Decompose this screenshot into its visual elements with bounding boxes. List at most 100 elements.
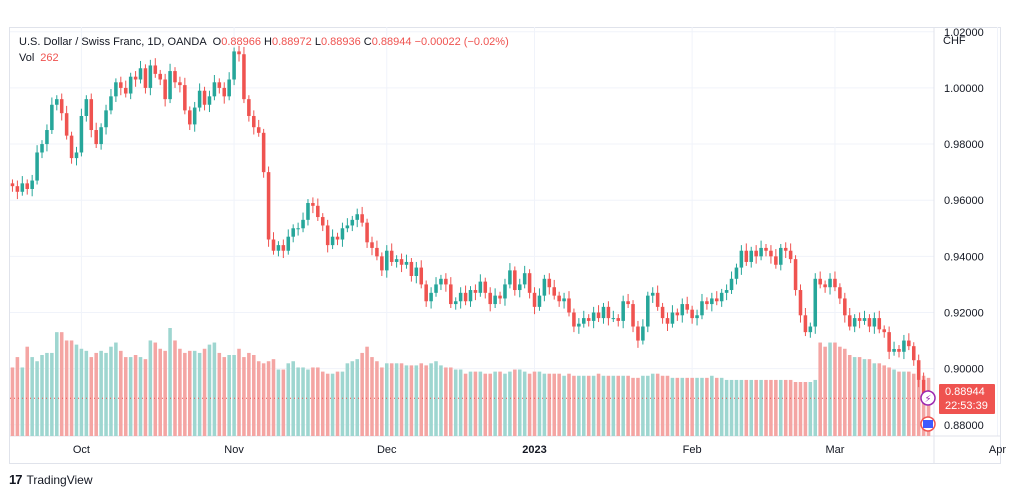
volume-bar (532, 371, 537, 436)
volume-bar (641, 375, 645, 436)
candle-body (414, 267, 419, 276)
volume-bar (626, 375, 630, 436)
volume-bar (852, 357, 857, 436)
volume-bar (547, 373, 552, 436)
candle-body (384, 250, 389, 271)
candle-body (685, 304, 689, 310)
volume-bar (557, 373, 561, 436)
volume-bar (793, 382, 798, 436)
symbol-name[interactable]: U.S. Dollar / Swiss Franc, 1D, OANDA (19, 36, 207, 48)
candle-body (158, 73, 162, 80)
volume-bar (404, 365, 409, 436)
volume-bar (252, 355, 256, 436)
volume-bar (783, 379, 788, 436)
volume-bar (291, 361, 295, 436)
volume-bar (414, 365, 419, 436)
volume-bar (601, 375, 606, 436)
event-lightning-icon (920, 390, 936, 406)
candle-body (547, 278, 552, 288)
candle-body (237, 51, 241, 55)
volume-bar (798, 382, 803, 436)
candle-body (862, 318, 867, 321)
volume-bar (286, 363, 291, 436)
candle-body (370, 242, 374, 248)
candle-body (739, 250, 744, 268)
candle-body (783, 247, 788, 251)
candle-body (843, 298, 847, 316)
candle-body (429, 292, 433, 302)
volume-bar (45, 352, 49, 436)
candle-body (582, 318, 586, 324)
volume-bar (483, 373, 488, 436)
volume-bar (55, 332, 59, 436)
volume-bar (148, 340, 153, 436)
candle-body (527, 273, 532, 293)
candle-body (104, 110, 108, 128)
candle-body (94, 130, 98, 145)
volume-bar (916, 373, 921, 436)
volume-bar (316, 367, 320, 436)
volume-bar (458, 369, 463, 436)
volume-bar (173, 340, 177, 436)
candle-body (700, 301, 704, 316)
candle-body (636, 326, 640, 341)
candle-body (665, 318, 670, 324)
y-tick-label: 0.88000 (944, 420, 984, 432)
candle-body (586, 318, 591, 321)
candle-body (69, 135, 74, 159)
candle-body (311, 203, 315, 206)
volume-bar (429, 363, 433, 436)
volume-bar (360, 352, 364, 436)
last-price-tag: 0.88944 22:53:39 (939, 384, 995, 414)
candle-body (340, 228, 345, 240)
candle-body (675, 312, 680, 316)
candle-body (532, 292, 537, 307)
candle-body (641, 326, 645, 341)
volume-bar (714, 377, 719, 436)
candle-body (458, 292, 463, 302)
tradingview-logo[interactable]: 17 TradingView (9, 472, 93, 487)
candle-body (621, 301, 625, 321)
volume-bar (138, 357, 143, 436)
x-tick-label: 2023 (522, 444, 546, 456)
volume-bar (301, 367, 305, 436)
volume-bar (453, 369, 458, 436)
candle-body (892, 348, 896, 352)
candle-body (882, 329, 886, 333)
x-tick-label: Dec (377, 444, 397, 456)
candle-body (513, 270, 517, 291)
volume-bar (389, 363, 394, 436)
candle-body (109, 96, 113, 111)
candle-body (266, 172, 271, 240)
volume-bar (311, 367, 315, 436)
volume-bar (384, 363, 389, 436)
candle-body (163, 79, 167, 100)
candle-body (276, 245, 281, 251)
volume-bar (350, 361, 355, 436)
candle-body (178, 82, 182, 86)
candle-body (517, 284, 522, 291)
volume-bar (719, 377, 724, 436)
candle-body (360, 214, 364, 223)
y-tick-label: 0.92000 (944, 307, 984, 319)
volume-bar (178, 348, 182, 436)
candle-body (252, 115, 256, 128)
candle-body (493, 295, 497, 305)
volume-bar (276, 369, 281, 436)
volume-label[interactable]: Vol (19, 52, 35, 64)
candle-body (567, 298, 571, 313)
candle-body (616, 318, 621, 321)
volume-bar (877, 363, 882, 436)
volume-bar (261, 363, 266, 436)
volume-bar (207, 344, 212, 436)
candle-body (690, 309, 694, 319)
candle-body (473, 290, 478, 293)
volume-bar (478, 371, 483, 436)
volume-bar (788, 379, 793, 436)
volume-bar (232, 355, 236, 436)
candle-body (695, 315, 699, 319)
candle-body (50, 104, 54, 131)
currency-label[interactable]: CHF (943, 35, 966, 47)
volume-bar (542, 373, 547, 436)
